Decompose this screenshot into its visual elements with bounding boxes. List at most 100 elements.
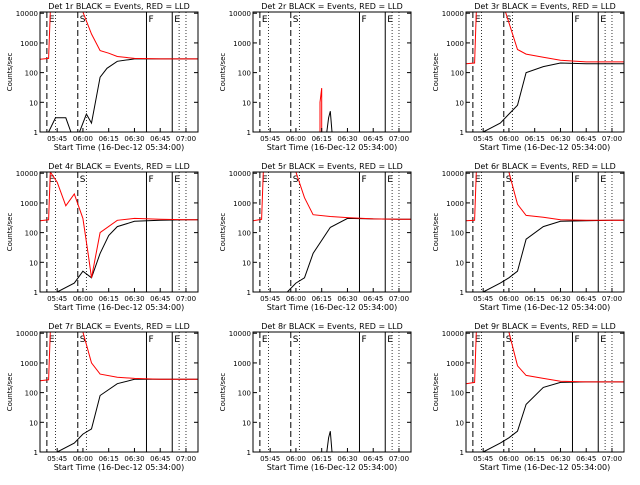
series-lld xyxy=(253,172,411,222)
y-axis-label: Counts/sec xyxy=(219,213,227,252)
y-tick-label: 10000 xyxy=(442,170,464,178)
series-lld xyxy=(466,172,624,222)
panel-title: Det 3r BLACK = Events, RED = LLD xyxy=(474,2,616,11)
y-axis-label: Counts/sec xyxy=(219,373,227,412)
panel-title: Det 5r BLACK = Events, RED = LLD xyxy=(261,162,403,171)
x-axis-label: Start Time (16-Dec-12 05:34:00) xyxy=(267,143,398,152)
marker-label: S xyxy=(80,15,86,25)
marker-label: E xyxy=(387,175,393,185)
x-tick-label: 06:30 xyxy=(337,455,357,463)
x-tick-label: 06:45 xyxy=(150,455,170,463)
marker-label: E xyxy=(600,15,606,25)
x-tick-label: 06:30 xyxy=(337,295,357,303)
y-tick-label: 1000 xyxy=(20,40,38,48)
x-tick-label: 06:00 xyxy=(499,295,519,303)
y-tick-label: 1000 xyxy=(446,200,464,208)
y-axis-label: Counts/sec xyxy=(432,373,440,412)
marker-label: E xyxy=(49,175,55,185)
x-tick-label: 07:00 xyxy=(176,295,196,303)
series-lld xyxy=(466,12,624,65)
x-tick-label: 07:00 xyxy=(176,135,196,143)
marker-label: E xyxy=(475,175,481,185)
marker-label: F xyxy=(361,335,366,345)
plot-frame xyxy=(39,171,199,293)
marker-label: F xyxy=(574,15,579,25)
detector-panel-8: Det 8r BLACK = Events, RED = LLD E S F E 1 10 1… xyxy=(219,322,412,472)
y-tick-label: 100 xyxy=(451,230,464,238)
marker-label: S xyxy=(80,335,86,345)
x-tick-label: 06:45 xyxy=(576,295,596,303)
plot-frame xyxy=(465,171,625,293)
x-tick-label: 06:30 xyxy=(124,135,144,143)
series-lld xyxy=(40,172,198,278)
panel-title: Det 6r BLACK = Events, RED = LLD xyxy=(474,162,616,171)
x-tick-label: 06:45 xyxy=(576,135,596,143)
y-axis-label: Counts/sec xyxy=(6,373,14,412)
marker-label: F xyxy=(574,175,579,185)
series-events xyxy=(40,378,198,452)
x-tick-label: 05:45 xyxy=(260,295,280,303)
panel-title: Det 4r BLACK = Events, RED = LLD xyxy=(48,162,190,171)
y-tick-label: 1000 xyxy=(233,360,251,368)
y-tick-label: 100 xyxy=(238,70,251,78)
y-tick-label: 10 xyxy=(242,419,251,427)
y-tick-label: 1 xyxy=(34,129,38,137)
series-events xyxy=(326,431,333,452)
x-tick-label: 06:00 xyxy=(286,455,306,463)
x-axis-label: Start Time (16-Dec-12 05:34:00) xyxy=(267,463,398,472)
x-tick-label: 06:15 xyxy=(99,455,119,463)
y-tick-label: 10000 xyxy=(229,330,251,338)
marker-label: E xyxy=(387,15,393,25)
y-tick-label: 10000 xyxy=(442,10,464,18)
y-tick-label: 10 xyxy=(455,99,464,107)
x-tick-label: 06:45 xyxy=(363,455,383,463)
x-tick-label: 07:00 xyxy=(602,135,622,143)
plot-frame xyxy=(252,171,412,293)
plot-frame xyxy=(465,331,625,453)
marker-label: E xyxy=(174,15,180,25)
x-tick-label: 06:00 xyxy=(499,455,519,463)
y-tick-label: 10 xyxy=(29,99,38,107)
marker-label: F xyxy=(361,175,366,185)
y-tick-label: 1 xyxy=(34,449,38,457)
x-tick-label: 06:30 xyxy=(550,135,570,143)
x-tick-label: 06:30 xyxy=(550,455,570,463)
detector-panel-1: Det 1r BLACK = Events, RED = LLD E S F E 1 10 1… xyxy=(6,2,199,152)
marker-label: S xyxy=(506,15,512,25)
marker-label: S xyxy=(80,175,86,185)
y-tick-label: 100 xyxy=(25,390,38,398)
marker-label: E xyxy=(600,175,606,185)
x-axis-label: Start Time (16-Dec-12 05:34:00) xyxy=(480,463,611,472)
y-tick-label: 1 xyxy=(247,449,251,457)
y-tick-label: 10000 xyxy=(442,330,464,338)
y-tick-label: 10000 xyxy=(229,10,251,18)
x-axis-label: Start Time (16-Dec-12 05:34:00) xyxy=(54,303,185,312)
x-tick-label: 05:45 xyxy=(47,455,67,463)
x-tick-label: 06:30 xyxy=(124,295,144,303)
x-tick-label: 05:45 xyxy=(260,455,280,463)
marker-label: E xyxy=(174,175,180,185)
series-lld xyxy=(466,332,624,385)
x-tick-label: 06:15 xyxy=(99,295,119,303)
marker-label: S xyxy=(293,335,299,345)
x-tick-label: 05:45 xyxy=(260,135,280,143)
plot-frame xyxy=(39,331,199,453)
y-tick-label: 10000 xyxy=(16,330,38,338)
marker-label: F xyxy=(361,15,366,25)
x-tick-label: 06:00 xyxy=(499,135,519,143)
plot-frame xyxy=(252,331,412,453)
series-events xyxy=(466,381,624,452)
y-tick-label: 100 xyxy=(238,390,251,398)
marker-label: F xyxy=(148,335,153,345)
x-tick-label: 05:45 xyxy=(47,295,67,303)
x-tick-label: 05:45 xyxy=(473,135,493,143)
y-tick-label: 10 xyxy=(242,259,251,267)
y-tick-label: 1 xyxy=(247,289,251,297)
y-tick-label: 1 xyxy=(460,129,464,137)
x-tick-label: 07:00 xyxy=(389,135,409,143)
marker-label: E xyxy=(262,175,268,185)
y-axis-label: Counts/sec xyxy=(6,213,14,252)
x-axis-label: Start Time (16-Dec-12 05:34:00) xyxy=(480,143,611,152)
